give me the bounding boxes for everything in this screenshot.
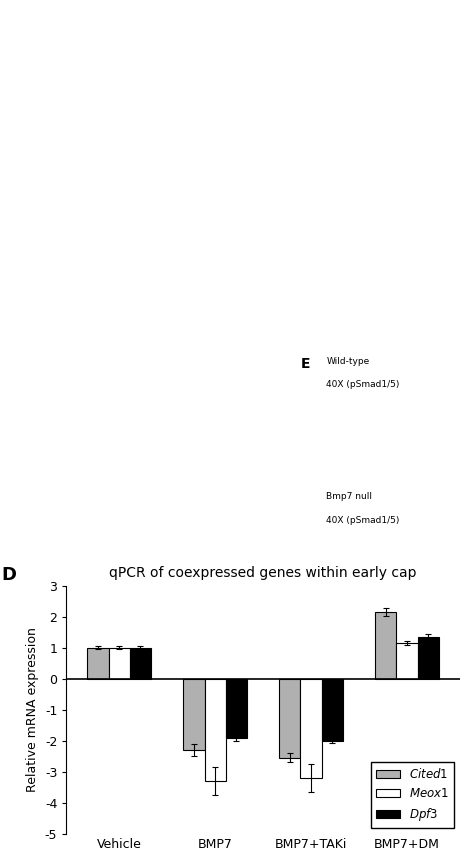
Text: A: A — [8, 104, 18, 118]
Bar — [205, 679, 226, 781]
Text: Bmp7 null: Bmp7 null — [326, 492, 372, 502]
Text: CITED1 / pSMAD: CITED1 / pSMAD — [330, 244, 392, 253]
Bar — [418, 637, 438, 679]
Bar — [279, 679, 301, 758]
Text: 40X (pSmad1/5): 40X (pSmad1/5) — [326, 516, 400, 526]
Y-axis label: Relative mRNA expression: Relative mRNA expression — [26, 628, 39, 792]
Text: B: B — [195, 102, 206, 115]
Text: C: C — [6, 360, 16, 374]
Title: qPCR of coexpressed genes within early cap: qPCR of coexpressed genes within early c… — [109, 566, 417, 581]
Text: BMP7: BMP7 — [148, 360, 173, 369]
Text: BMP7+TAKi: BMP7+TAKi — [6, 484, 57, 493]
Text: Vehicle: Vehicle — [25, 360, 57, 369]
Text: Wild-type: Wild-type — [326, 357, 370, 366]
Legend: $\it{Cited1}$, $\it{Meox1}$, $\it{Dpf3}$: $\it{Cited1}$, $\it{Meox1}$, $\it{Dpf3}$ — [372, 763, 454, 828]
Bar — [88, 648, 109, 679]
Text: 40X (pSmad1/5): 40X (pSmad1/5) — [326, 380, 400, 390]
Bar — [301, 679, 321, 778]
Bar — [226, 679, 247, 738]
Bar — [321, 679, 343, 740]
Bar — [396, 643, 418, 679]
Text: BMP7+DM: BMP7+DM — [148, 484, 195, 493]
Text: E: E — [301, 357, 310, 370]
Text: PTA: PTA — [436, 330, 449, 336]
Text: PAX2 / pSMAD1/5: PAX2 / pSMAD1/5 — [224, 102, 309, 112]
Bar — [183, 679, 205, 750]
Bar — [130, 648, 151, 679]
Bar — [109, 648, 130, 679]
Bar — [375, 612, 396, 679]
Text: D: D — [1, 566, 17, 584]
Text: PAX2 / pSMAD1/5: PAX2 / pSMAD1/5 — [22, 104, 100, 113]
